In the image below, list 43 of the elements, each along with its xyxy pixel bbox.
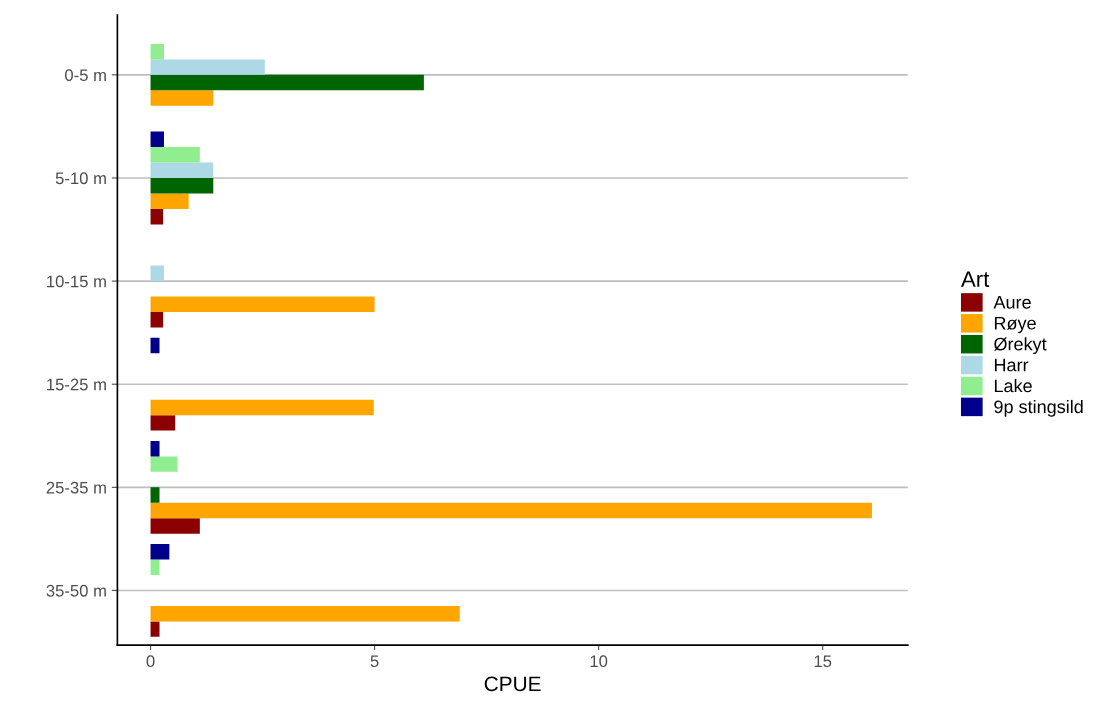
bar [150,312,164,328]
legend-title: Art [961,271,990,287]
bar [150,518,200,534]
bar [150,502,872,519]
bar [150,208,164,225]
y-tick-label: 15-25 m [47,378,106,391]
bar [150,74,424,91]
x-tick-label: 0 [146,655,155,668]
x-tick-label: 5 [370,655,379,668]
bar [150,131,164,148]
bar [150,265,164,282]
bar [150,59,265,75]
bar [150,544,170,560]
bar [150,456,178,472]
bar [150,43,164,60]
bar [150,296,375,313]
bar [150,415,176,431]
bar [150,147,200,163]
bar [150,440,160,457]
y-tick-label: 10-15 m [47,275,106,288]
y-tick-label: 25-35 m [46,481,106,494]
x-axis-title: CPUE [484,676,541,692]
legend-label: Aure [993,296,1031,309]
bar [150,162,214,178]
bar [150,193,189,209]
y-tick-label: 5-10 m [55,172,106,185]
bar [150,177,214,194]
legend-label: Lake [994,379,1032,393]
legend-label: Harr [994,358,1029,372]
legend-label: 9p stingsild [994,399,1083,417]
legend-label: Ørekyt [994,337,1047,355]
x-tick-label: 10 [590,655,608,668]
y-tick-label: 35-50 m [46,584,106,597]
bar [150,559,160,575]
bar [150,399,374,416]
y-tick-label: 0-5 m [65,69,106,82]
x-tick-label: 15 [814,655,832,668]
bar [150,337,160,354]
bar [150,487,160,503]
bar [150,90,214,106]
legend-label: Røye [994,316,1036,334]
bar [150,605,460,622]
bar [150,621,160,637]
